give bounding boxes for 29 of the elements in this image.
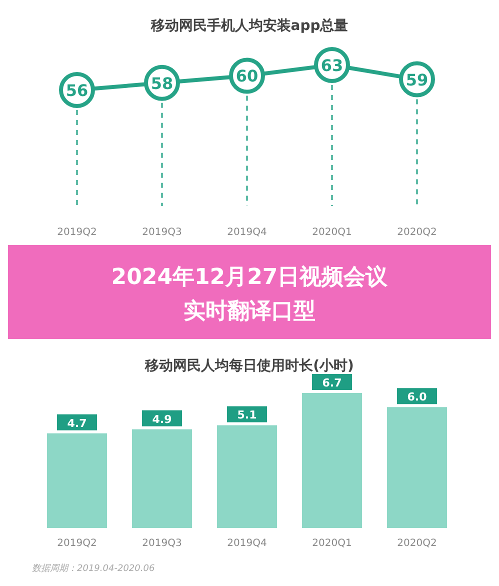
x-tick-label: 2019Q2 — [57, 227, 97, 238]
x-tick-label: 2020Q1 — [312, 227, 352, 238]
text: 数据周期：2019.04-2020.06 — [32, 563, 155, 574]
x-tick-label: 2019Q4 — [227, 227, 267, 238]
data-label: 60 — [236, 66, 258, 86]
bar — [47, 433, 107, 528]
bar — [302, 393, 362, 528]
data-label: 6.7 — [322, 376, 342, 390]
x-tick-label: 2019Q3 — [142, 538, 182, 549]
data-label: 58 — [150, 74, 174, 93]
x-tick-label: 2020Q2 — [397, 227, 437, 238]
chart-title: 移动网民人均每日使用时长(小时) — [144, 358, 354, 374]
data-label: 59 — [406, 70, 428, 90]
data-label: 4.9 — [152, 412, 172, 426]
x-tick-label: 2019Q2 — [57, 538, 97, 549]
data-label: 63 — [320, 56, 344, 75]
data-label: 56 — [66, 81, 88, 100]
x-tick-label: 2020Q1 — [312, 538, 352, 549]
chart-title: 移动网民手机人均安装app总量 — [150, 17, 348, 34]
data-label: 6.0 — [407, 390, 428, 404]
x-tick-label: 2019Q3 — [142, 227, 182, 238]
x-tick-label: 2020Q2 — [397, 538, 437, 549]
data-label: 5.1 — [237, 408, 257, 422]
text: 2024年12月27日视频会议实时翻译口型 — [111, 264, 389, 324]
x-tick-label: 2019Q4 — [227, 538, 267, 549]
data-label: 4.7 — [67, 416, 87, 430]
bar — [217, 425, 277, 528]
bar — [132, 429, 192, 528]
bar — [387, 407, 447, 528]
